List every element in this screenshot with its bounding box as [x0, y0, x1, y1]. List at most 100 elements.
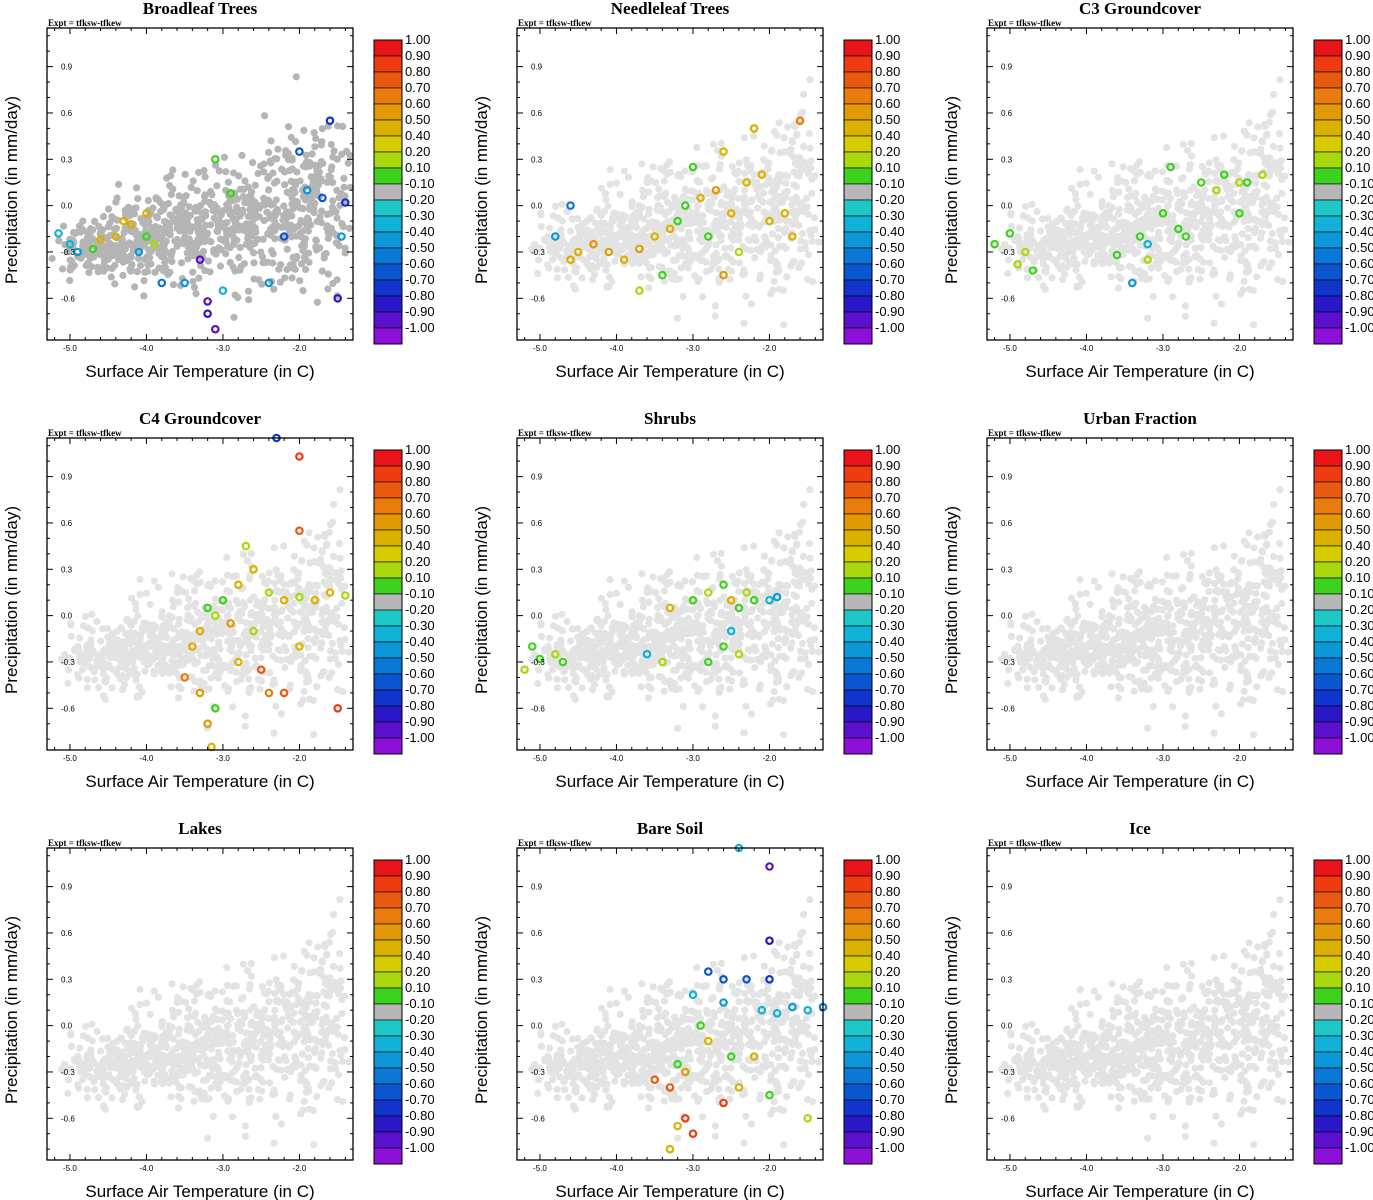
data-point-background	[782, 224, 790, 232]
data-point-background	[280, 542, 288, 550]
data-point-background	[1073, 282, 1081, 290]
data-point-background	[1253, 273, 1261, 281]
colorbar-segment	[373, 641, 403, 659]
data-point-background	[168, 257, 176, 266]
data-point-background	[741, 596, 749, 604]
plot-frame	[46, 27, 354, 341]
data-point-background	[808, 237, 816, 245]
y-tick-label: -0.6	[531, 294, 545, 303]
data-point-background	[158, 613, 166, 621]
data-point-background	[179, 573, 187, 581]
colorbar-label: 0.50	[875, 112, 900, 127]
data-point-background	[761, 233, 769, 241]
data-point-background	[168, 570, 176, 578]
colorbar-label: -0.50	[1345, 240, 1373, 255]
data-point-background	[332, 239, 340, 247]
data-point-background	[1128, 263, 1136, 271]
data-point-background	[133, 268, 141, 276]
data-point-background	[549, 666, 557, 674]
data-point-background	[174, 694, 183, 702]
data-point-background	[301, 667, 309, 675]
data-point-background	[1141, 224, 1149, 232]
data-point-background	[805, 540, 814, 548]
data-point-background	[696, 178, 704, 186]
data-point	[780, 209, 790, 218]
data-point-background	[225, 603, 233, 611]
colorbar-label: 0.60	[1345, 96, 1370, 111]
data-point-background	[681, 167, 689, 175]
data-point-background	[79, 666, 87, 674]
data-point-background	[693, 143, 701, 152]
colorbar-segment	[843, 215, 873, 233]
data-point-background	[1268, 229, 1276, 238]
data-point-background	[77, 228, 85, 236]
data-point-background	[1181, 312, 1189, 320]
data-point-background	[782, 244, 790, 252]
data-point-background	[87, 237, 95, 245]
data-point-background	[1169, 218, 1177, 226]
data-point-background	[782, 589, 790, 597]
data-point-background	[637, 273, 645, 281]
data-point-background	[1258, 208, 1266, 216]
data-point-background	[806, 227, 814, 235]
data-point-background	[181, 170, 189, 178]
data-point-background	[110, 215, 118, 223]
data-point-background	[272, 207, 280, 215]
data-point-background	[104, 238, 112, 246]
data-point-background	[187, 183, 195, 192]
data-point-background	[95, 683, 103, 692]
data-point-background	[263, 208, 271, 216]
data-point-background	[638, 160, 646, 168]
data-point-background	[780, 321, 788, 329]
data-point-background	[1103, 223, 1111, 232]
data-point-background	[345, 224, 353, 232]
colorbar-segment	[843, 167, 873, 185]
data-point-background	[1141, 199, 1149, 207]
data-point-background	[699, 218, 708, 226]
data-point-background	[165, 622, 173, 630]
data-point-background	[333, 276, 341, 284]
data-point-background	[250, 249, 258, 257]
data-point-background	[644, 584, 652, 592]
data-point-background	[726, 218, 735, 226]
data-point-background	[1179, 174, 1187, 182]
data-point-background	[335, 194, 343, 202]
data-point-background	[592, 629, 600, 638]
data-point-background	[768, 147, 776, 155]
data-point-background	[1259, 258, 1267, 266]
data-point-background	[122, 629, 130, 638]
data-point-background	[740, 266, 748, 274]
data-point-background	[593, 250, 601, 258]
data-point-background	[568, 625, 577, 633]
data-point-background	[1088, 211, 1096, 219]
data-point-background	[1260, 120, 1268, 129]
data-point-background	[551, 249, 560, 257]
data-point-background	[145, 246, 153, 254]
colorbar-segment	[1313, 151, 1343, 169]
data-point-background	[709, 174, 717, 182]
data-point-background	[718, 198, 726, 206]
data-point-background	[798, 229, 807, 238]
data-point-background	[736, 625, 744, 633]
data-point-background	[117, 624, 125, 632]
data-point-background	[1169, 212, 1177, 220]
data-point-background	[633, 223, 641, 232]
experiment-label: Expt = tfksw-tfkew	[48, 428, 122, 438]
data-point-background	[767, 241, 775, 249]
data-point-background	[685, 656, 693, 664]
colorbar-label: 0.50	[405, 112, 430, 127]
data-point-background	[657, 613, 665, 622]
data-point-background	[1248, 215, 1256, 223]
data-point-background	[241, 199, 249, 207]
y-tick-label: 0.0	[61, 202, 73, 211]
data-point-background	[782, 179, 790, 187]
data-point-background	[1174, 190, 1182, 198]
data-point-background	[656, 602, 664, 610]
data-point-background	[1214, 161, 1222, 169]
data-point-background	[593, 660, 601, 668]
data-point-background	[620, 167, 628, 175]
data-point-background	[800, 617, 808, 625]
data-point-background	[83, 675, 91, 683]
data-point-background	[1151, 185, 1159, 193]
